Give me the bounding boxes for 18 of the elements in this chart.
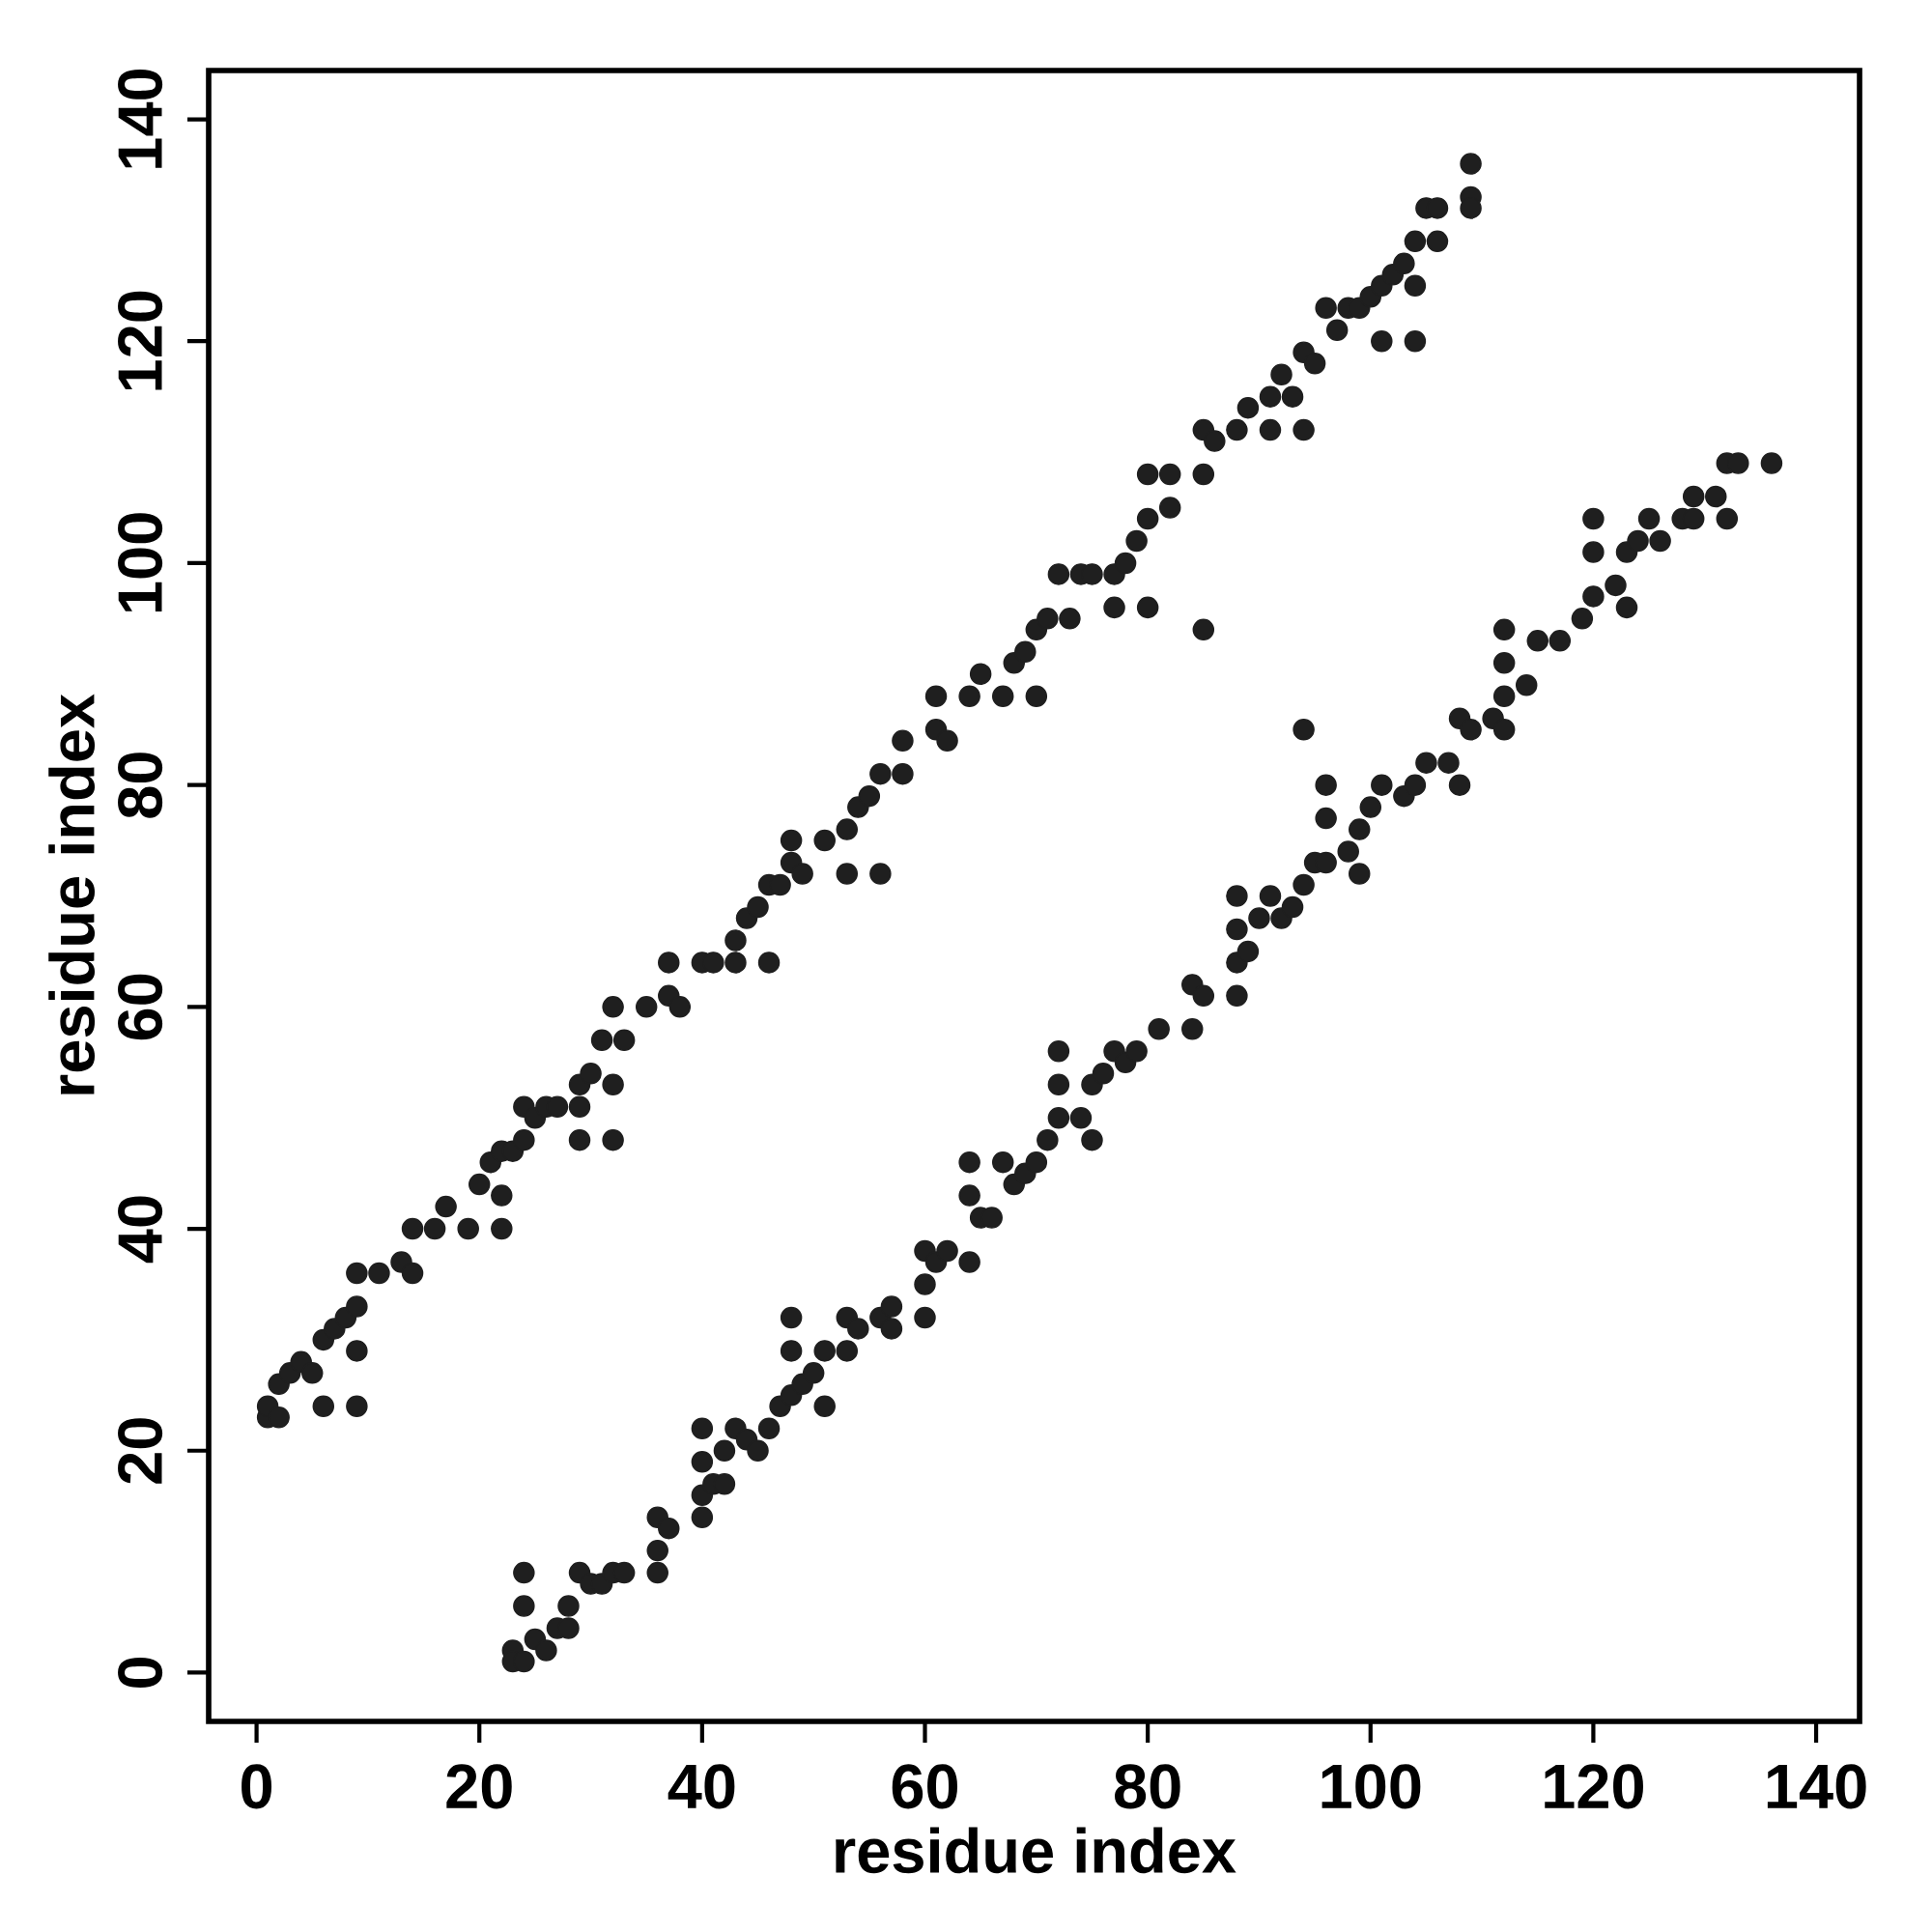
y-tick-label: 80 [118,753,163,818]
x-tick-label: 140 [1767,1764,1866,1809]
x-tick-label: 40 [668,1764,735,1809]
x-tick-label: 60 [892,1764,958,1809]
x-tick-label: 100 [1321,1764,1421,1809]
x-tick-label: 20 [446,1764,512,1809]
x-tick-label: 80 [1115,1764,1180,1809]
x-tick-label: 120 [1545,1764,1643,1809]
y-tick-label: 120 [118,291,163,390]
y-tick-label: 0 [118,1658,163,1688]
y-tick-label: 140 [118,69,163,168]
y-tick-label: 60 [118,974,163,1040]
y-tick-label: 100 [118,513,163,612]
x-tick-label: 0 [242,1764,272,1809]
y-tick-label: 20 [118,1418,163,1484]
y-tick-label: 40 [118,1196,163,1264]
y-axis-title: residue index [48,694,96,1094]
x-axis-title: residue index [836,1827,1236,1874]
